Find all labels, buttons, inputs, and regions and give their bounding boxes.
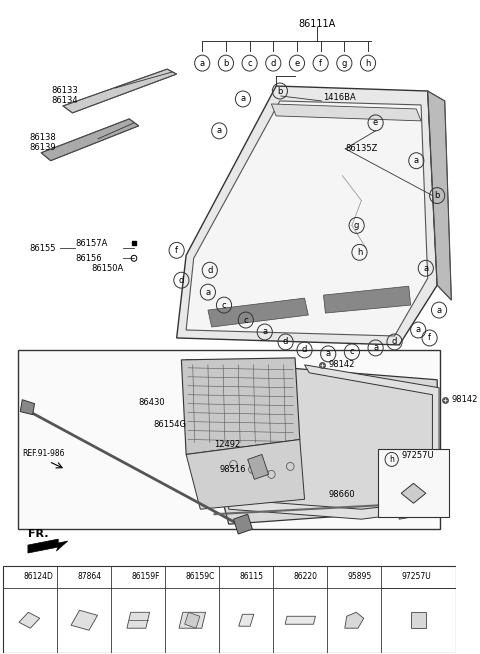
- Text: 86150A: 86150A: [91, 264, 124, 273]
- Text: 86115: 86115: [239, 572, 263, 581]
- Polygon shape: [324, 286, 410, 313]
- Polygon shape: [229, 365, 439, 519]
- Polygon shape: [271, 104, 421, 121]
- Text: b: b: [65, 572, 70, 581]
- Text: b: b: [223, 59, 228, 67]
- Text: d: d: [173, 572, 178, 581]
- Text: 86430: 86430: [139, 398, 166, 407]
- Text: 86111A: 86111A: [298, 20, 336, 29]
- Text: a: a: [262, 328, 267, 336]
- Text: g: g: [335, 572, 340, 581]
- Text: e: e: [294, 59, 300, 67]
- Text: 86155: 86155: [30, 244, 56, 253]
- Text: a: a: [12, 572, 16, 581]
- Text: FR.: FR.: [28, 529, 48, 539]
- Polygon shape: [63, 69, 177, 113]
- Text: h: h: [389, 455, 394, 464]
- Text: 86133
86134: 86133 86134: [51, 86, 78, 105]
- Polygon shape: [185, 612, 200, 628]
- Text: a: a: [373, 343, 378, 353]
- Text: c: c: [247, 59, 252, 67]
- Text: 86156: 86156: [75, 254, 102, 263]
- Text: 97257U: 97257U: [401, 572, 431, 581]
- Text: d: d: [392, 337, 397, 347]
- Polygon shape: [41, 119, 139, 161]
- Text: 98142: 98142: [328, 360, 355, 369]
- Text: c: c: [349, 347, 354, 356]
- Text: e: e: [373, 118, 378, 128]
- Text: REF.91-986: REF.91-986: [22, 449, 65, 458]
- Text: d: d: [302, 345, 307, 354]
- FancyBboxPatch shape: [378, 449, 449, 517]
- FancyBboxPatch shape: [3, 566, 456, 653]
- Polygon shape: [127, 612, 150, 628]
- Polygon shape: [401, 483, 426, 503]
- Text: a: a: [216, 126, 222, 135]
- Text: 1416BA: 1416BA: [324, 94, 356, 103]
- Text: 87864: 87864: [77, 572, 101, 581]
- Text: 86157A: 86157A: [75, 239, 108, 248]
- Text: g: g: [342, 59, 347, 67]
- Polygon shape: [179, 612, 205, 628]
- Text: 97257U: 97257U: [401, 451, 434, 460]
- Text: a: a: [423, 264, 428, 273]
- Text: a: a: [436, 305, 442, 315]
- Text: b: b: [434, 191, 440, 200]
- Polygon shape: [186, 439, 304, 509]
- Polygon shape: [411, 612, 426, 628]
- Polygon shape: [233, 514, 252, 534]
- Text: h: h: [357, 248, 362, 257]
- Text: 86135Z: 86135Z: [345, 145, 378, 153]
- Polygon shape: [395, 494, 410, 519]
- Polygon shape: [186, 101, 428, 336]
- Text: d: d: [179, 276, 184, 284]
- Text: d: d: [271, 59, 276, 67]
- Text: f: f: [175, 246, 178, 255]
- Polygon shape: [181, 358, 300, 455]
- Text: g: g: [354, 221, 360, 230]
- Text: 12492: 12492: [215, 440, 241, 449]
- Text: 98142: 98142: [451, 395, 478, 404]
- Text: h: h: [365, 59, 371, 67]
- Text: 98660: 98660: [328, 490, 355, 499]
- Polygon shape: [19, 612, 40, 628]
- Text: f: f: [319, 59, 322, 67]
- Text: a: a: [205, 288, 210, 297]
- Text: d: d: [207, 266, 213, 275]
- Text: 86220: 86220: [293, 572, 317, 581]
- Text: a: a: [414, 156, 419, 165]
- Text: e: e: [228, 572, 232, 581]
- Text: 86124D: 86124D: [23, 572, 53, 581]
- Text: f: f: [282, 572, 285, 581]
- Polygon shape: [71, 610, 97, 630]
- Polygon shape: [345, 612, 364, 628]
- Text: 98516: 98516: [219, 465, 246, 474]
- Polygon shape: [186, 360, 439, 524]
- Text: 86138
86139: 86138 86139: [30, 133, 57, 152]
- Text: c: c: [120, 572, 124, 581]
- Text: d: d: [283, 337, 288, 347]
- Polygon shape: [285, 616, 315, 624]
- Text: a: a: [325, 349, 331, 358]
- Text: 86159C: 86159C: [185, 572, 215, 581]
- Polygon shape: [20, 400, 35, 415]
- Text: h: h: [389, 572, 394, 581]
- Text: 95895: 95895: [347, 572, 372, 581]
- Polygon shape: [208, 298, 308, 327]
- Polygon shape: [239, 614, 254, 627]
- Text: a: a: [416, 326, 421, 334]
- Polygon shape: [428, 91, 451, 300]
- Text: 86159F: 86159F: [131, 572, 160, 581]
- FancyBboxPatch shape: [18, 350, 440, 529]
- Polygon shape: [248, 455, 268, 479]
- Polygon shape: [177, 86, 437, 345]
- Text: f: f: [428, 334, 431, 343]
- Text: c: c: [243, 315, 248, 324]
- Text: b: b: [277, 86, 283, 95]
- Polygon shape: [28, 539, 68, 553]
- Text: c: c: [222, 301, 227, 309]
- Text: a: a: [240, 94, 246, 103]
- Text: 86154G: 86154G: [153, 420, 186, 429]
- Text: a: a: [200, 59, 205, 67]
